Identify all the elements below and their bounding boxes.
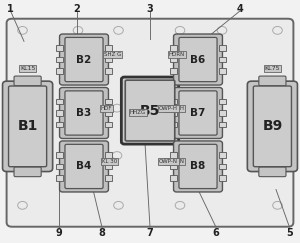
Text: 6: 6 — [213, 228, 219, 238]
Text: OWP-H: OWP-H — [165, 106, 184, 111]
FancyBboxPatch shape — [220, 110, 226, 116]
Text: 2: 2 — [73, 3, 80, 14]
FancyBboxPatch shape — [56, 110, 63, 116]
Text: SHZ G: SHZ G — [104, 52, 121, 57]
Text: KL15: KL15 — [20, 66, 35, 71]
FancyBboxPatch shape — [106, 57, 112, 62]
FancyBboxPatch shape — [220, 98, 226, 104]
FancyBboxPatch shape — [179, 37, 217, 82]
FancyBboxPatch shape — [254, 86, 292, 167]
Text: B4: B4 — [76, 161, 92, 172]
FancyBboxPatch shape — [220, 175, 226, 181]
Text: B5: B5 — [140, 104, 160, 118]
Text: B8: B8 — [190, 161, 206, 172]
FancyBboxPatch shape — [60, 141, 109, 192]
FancyBboxPatch shape — [60, 87, 109, 139]
FancyBboxPatch shape — [170, 110, 176, 116]
Text: HORN: HORN — [169, 52, 185, 57]
FancyBboxPatch shape — [56, 68, 63, 74]
FancyBboxPatch shape — [65, 91, 103, 135]
FancyBboxPatch shape — [170, 164, 176, 169]
FancyBboxPatch shape — [56, 164, 63, 169]
FancyBboxPatch shape — [106, 45, 112, 51]
FancyBboxPatch shape — [170, 98, 176, 104]
FancyBboxPatch shape — [7, 19, 293, 227]
FancyBboxPatch shape — [56, 152, 63, 158]
FancyBboxPatch shape — [170, 152, 176, 158]
Text: HDF: HDF — [101, 106, 112, 111]
Text: B6: B6 — [190, 54, 206, 65]
FancyBboxPatch shape — [106, 152, 112, 158]
FancyBboxPatch shape — [170, 122, 176, 128]
FancyBboxPatch shape — [14, 76, 41, 86]
Text: B3: B3 — [76, 108, 92, 118]
Text: 8: 8 — [99, 228, 105, 238]
FancyBboxPatch shape — [170, 175, 176, 181]
FancyBboxPatch shape — [174, 34, 223, 85]
Text: OWP-N: OWP-N — [158, 159, 178, 164]
FancyBboxPatch shape — [220, 57, 226, 62]
FancyBboxPatch shape — [220, 45, 226, 51]
FancyBboxPatch shape — [170, 68, 176, 74]
Text: B1: B1 — [17, 119, 38, 133]
FancyBboxPatch shape — [65, 37, 103, 82]
Text: 1: 1 — [7, 3, 14, 14]
FancyBboxPatch shape — [56, 98, 63, 104]
FancyBboxPatch shape — [106, 68, 112, 74]
FancyBboxPatch shape — [170, 57, 176, 62]
FancyBboxPatch shape — [56, 122, 63, 128]
Text: OWP-H: OWP-H — [158, 106, 178, 111]
FancyBboxPatch shape — [121, 77, 178, 144]
Text: HHZG: HHZG — [130, 111, 146, 115]
FancyBboxPatch shape — [174, 141, 223, 192]
FancyBboxPatch shape — [56, 57, 63, 62]
Text: 5: 5 — [286, 228, 293, 238]
FancyBboxPatch shape — [14, 167, 41, 177]
FancyBboxPatch shape — [259, 76, 286, 86]
Text: KL 30: KL 30 — [102, 159, 117, 164]
FancyBboxPatch shape — [125, 80, 175, 141]
FancyBboxPatch shape — [65, 144, 103, 189]
Text: 7: 7 — [147, 228, 153, 238]
FancyBboxPatch shape — [56, 45, 63, 51]
Text: 9: 9 — [55, 228, 62, 238]
FancyBboxPatch shape — [8, 86, 47, 167]
FancyBboxPatch shape — [220, 68, 226, 74]
FancyBboxPatch shape — [106, 164, 112, 169]
FancyBboxPatch shape — [2, 81, 53, 172]
FancyBboxPatch shape — [60, 34, 109, 85]
FancyBboxPatch shape — [220, 152, 226, 158]
Text: B9: B9 — [262, 119, 283, 133]
FancyBboxPatch shape — [106, 122, 112, 128]
FancyBboxPatch shape — [56, 175, 63, 181]
FancyBboxPatch shape — [220, 122, 226, 128]
Text: B7: B7 — [190, 108, 206, 118]
FancyBboxPatch shape — [106, 98, 112, 104]
FancyBboxPatch shape — [259, 167, 286, 177]
Text: KL75: KL75 — [265, 66, 280, 71]
FancyBboxPatch shape — [179, 91, 217, 135]
FancyBboxPatch shape — [106, 175, 112, 181]
Text: B2: B2 — [76, 54, 92, 65]
Text: 3: 3 — [147, 3, 153, 14]
FancyBboxPatch shape — [170, 45, 176, 51]
FancyBboxPatch shape — [174, 87, 223, 139]
FancyBboxPatch shape — [179, 144, 217, 189]
FancyBboxPatch shape — [106, 110, 112, 116]
Text: OWP-N: OWP-N — [165, 159, 184, 164]
FancyBboxPatch shape — [247, 81, 298, 172]
Text: 4: 4 — [237, 3, 243, 14]
FancyBboxPatch shape — [220, 164, 226, 169]
